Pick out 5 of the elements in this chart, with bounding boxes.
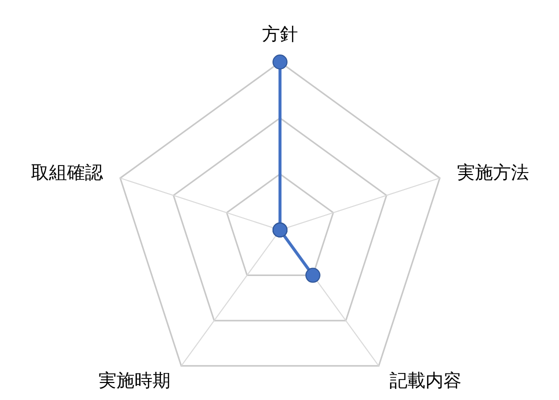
spoke-label: 記載内容 [389, 370, 462, 392]
spoke-label: 取組確認 [31, 162, 104, 184]
spoke-label: 実施時期 [98, 370, 171, 392]
spoke-label: 方針 [262, 24, 298, 45]
spoke-label: 実施方法 [456, 162, 529, 184]
